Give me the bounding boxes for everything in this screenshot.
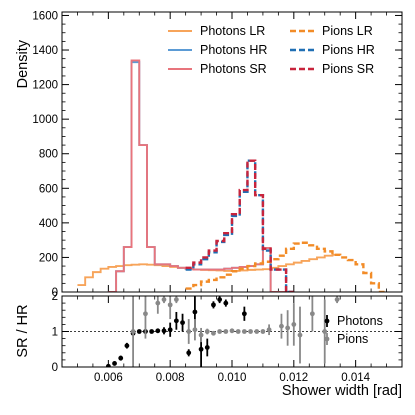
ratio-point-photons xyxy=(173,318,179,324)
ratio-point-pions xyxy=(254,329,260,334)
main-y-tick-label: 1200 xyxy=(32,80,58,92)
main-y-tick-label: 1400 xyxy=(32,45,58,57)
ratio-point-pions xyxy=(260,329,266,334)
ratio-point-pions xyxy=(334,297,340,302)
ratio-point-photons xyxy=(124,343,130,349)
legend-label-pions-hr: Pions HR xyxy=(322,43,375,57)
ratio-point-pions xyxy=(291,322,297,327)
ratio-point-pions xyxy=(211,330,216,336)
ratio-point-photons xyxy=(211,302,216,308)
ratio-point-photons xyxy=(161,328,167,334)
ratio-point-pions xyxy=(241,329,247,334)
legend-label-photons-hr: Photons HR xyxy=(200,43,267,57)
legend-label-photons-lr: Photons LR xyxy=(200,24,265,38)
series-line-pions-lr xyxy=(185,241,387,292)
main-y-tick-label: 600 xyxy=(39,183,58,195)
ratio-point-photons xyxy=(180,320,185,326)
ratio-point-photons xyxy=(155,328,161,334)
ratio-point-pions xyxy=(248,329,253,334)
ratio-point-pions xyxy=(192,327,198,333)
legend-label-photons-sr: Photons SR xyxy=(200,62,267,76)
legend-label-pions-lr: Pions LR xyxy=(322,24,373,38)
ratio-point-pions xyxy=(235,329,241,334)
x-tick-label: 0.012 xyxy=(279,372,308,384)
ratio-point-pions xyxy=(130,329,136,334)
main-y-tick-label: 1000 xyxy=(32,114,58,126)
main-y-tick-label: 1600 xyxy=(32,10,58,22)
ratio-point-pions xyxy=(217,329,223,334)
ratio-point-pions xyxy=(297,332,303,338)
x-tick-label: 0.008 xyxy=(156,372,185,384)
series-line-photons-sr xyxy=(108,59,287,292)
ratio-point-pions xyxy=(161,297,167,302)
series-line-photons-hr xyxy=(108,61,287,292)
main-plot-frame xyxy=(61,11,403,293)
ratio-legend-marker-photons xyxy=(324,318,330,324)
ratio-point-pions xyxy=(279,323,284,329)
x-tick-label: 0.014 xyxy=(341,372,370,384)
x-tick-label: 0.010 xyxy=(218,372,247,384)
ratio-point-photons xyxy=(136,329,142,334)
main-y-tick-label: 0 xyxy=(52,287,58,299)
ratio-point-photons xyxy=(112,361,117,366)
main-y-tick-label: 200 xyxy=(39,252,58,264)
ratio-point-pions xyxy=(155,300,161,306)
ratio-point-pions xyxy=(266,327,272,333)
ratio-point-photons xyxy=(186,350,192,356)
x-axis-label: Shower width [rad] xyxy=(282,383,402,399)
ratio-legend-label-photons: Photons xyxy=(337,314,383,328)
ratio-plot-frame xyxy=(61,295,403,368)
ratio-legend-marker-pions xyxy=(324,336,330,342)
ratio-point-photons xyxy=(192,309,198,315)
ratio-point-photons xyxy=(118,355,124,361)
ratio-point-photons xyxy=(204,345,210,350)
ratio-point-photons xyxy=(198,346,204,352)
ratio-point-pions xyxy=(173,297,179,302)
ratio-point-photons xyxy=(241,311,247,317)
ratio-point-photons xyxy=(149,329,155,334)
series-line-pions-hr xyxy=(185,159,294,292)
ratio-point-pions xyxy=(167,302,173,308)
ratio-point-pions xyxy=(186,329,192,334)
ratio-point-photons xyxy=(105,363,111,367)
ratio-y-tick-label: 2 xyxy=(52,291,58,303)
x-tick-label: 0.006 xyxy=(94,372,123,384)
ratio-point-photons xyxy=(223,300,229,306)
series-line-pions-sr xyxy=(185,159,294,292)
ratio-point-pions xyxy=(198,332,204,338)
ratio-point-pions xyxy=(143,311,148,317)
ratio-y-tick-label: 1 xyxy=(52,327,58,339)
legend-label-pions-sr: Pions SR xyxy=(322,62,374,76)
ratio-point-pions xyxy=(309,311,315,317)
ratio-point-pions xyxy=(285,325,291,331)
ratio-point-pions xyxy=(223,329,229,334)
ratio-y-axis-label: SR / HR xyxy=(15,304,31,357)
ratio-point-pions xyxy=(322,329,328,334)
main-y-tick-label: 400 xyxy=(39,218,58,230)
ratio-point-pions xyxy=(229,328,235,334)
ratio-legend-label-pions: Pions xyxy=(337,332,368,346)
ratio-y-tick-label: 0 xyxy=(52,362,58,374)
main-y-tick-label: 800 xyxy=(39,149,58,161)
ratio-point-pions xyxy=(204,329,210,334)
ratio-point-photons xyxy=(167,327,173,333)
ratio-point-photons xyxy=(217,297,223,302)
main-y-axis-label: Density xyxy=(15,39,31,88)
